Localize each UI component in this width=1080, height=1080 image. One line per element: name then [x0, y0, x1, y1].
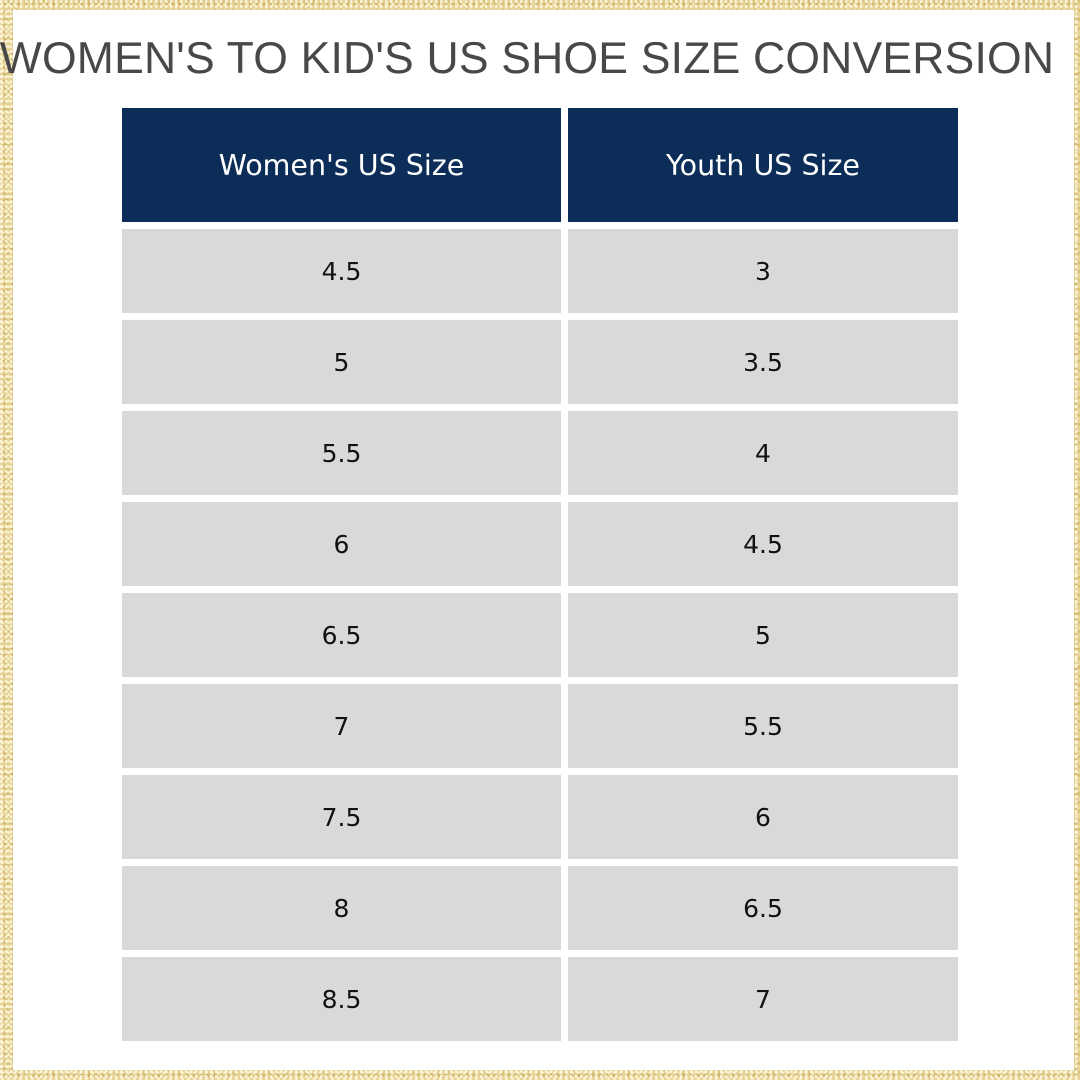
- youth-size-cell: 6.5: [568, 866, 958, 950]
- womens-size-cell: 6: [122, 502, 561, 586]
- youth-size-cell: 3.5: [568, 320, 958, 404]
- table-row: 6.5 5: [122, 593, 958, 677]
- womens-size-cell: 8: [122, 866, 561, 950]
- header-youth-size: Youth US Size: [568, 108, 958, 222]
- page-title: WOMEN'S TO KID'S US SHOE SIZE CONVERSION: [0, 34, 1055, 83]
- table-row: 4.5 3: [122, 229, 958, 313]
- youth-size-cell: 3: [568, 229, 958, 313]
- youth-size-cell: 5.5: [568, 684, 958, 768]
- youth-size-cell: 4: [568, 411, 958, 495]
- youth-size-cell: 7: [568, 957, 958, 1041]
- table-row: 8.5 7: [122, 957, 958, 1041]
- youth-size-cell: 4.5: [568, 502, 958, 586]
- womens-size-cell: 6.5: [122, 593, 561, 677]
- womens-size-cell: 4.5: [122, 229, 561, 313]
- table-row: 6 4.5: [122, 502, 958, 586]
- table-row: 5.5 4: [122, 411, 958, 495]
- header-womens-size: Women's US Size: [122, 108, 561, 222]
- table-header-row: Women's US Size Youth US Size: [122, 108, 958, 222]
- size-conversion-table: Women's US Size Youth US Size 4.5 3 5 3.…: [122, 108, 958, 1048]
- table-row: 7.5 6: [122, 775, 958, 859]
- womens-size-cell: 5: [122, 320, 561, 404]
- womens-size-cell: 8.5: [122, 957, 561, 1041]
- womens-size-cell: 5.5: [122, 411, 561, 495]
- womens-size-cell: 7.5: [122, 775, 561, 859]
- youth-size-cell: 5: [568, 593, 958, 677]
- table-row: 5 3.5: [122, 320, 958, 404]
- table-row: 7 5.5: [122, 684, 958, 768]
- youth-size-cell: 6: [568, 775, 958, 859]
- table-row: 8 6.5: [122, 866, 958, 950]
- womens-size-cell: 7: [122, 684, 561, 768]
